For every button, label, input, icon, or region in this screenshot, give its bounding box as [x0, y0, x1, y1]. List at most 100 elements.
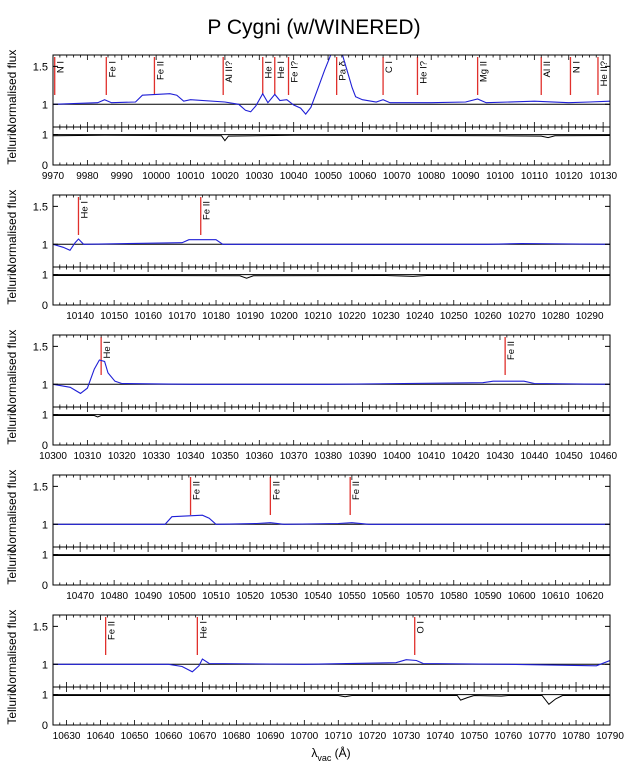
x-tick-label: 9980: [76, 171, 99, 182]
x-tick-label: 10260: [474, 311, 502, 322]
line-label: Fe II: [192, 481, 203, 500]
flux-frame: [52, 474, 611, 548]
x-tick-label: 10750: [460, 731, 488, 742]
x-tick-label: 10440: [520, 451, 548, 462]
x-tick-label: 10300: [39, 451, 67, 462]
x-tick-label: 10060: [349, 171, 377, 182]
flux-y-tick-label: 1.5: [33, 621, 48, 633]
x-tick-label: 10580: [440, 591, 468, 602]
x-tick-label: 10550: [338, 591, 366, 602]
line-label: N I: [56, 61, 67, 73]
x-axis-label-unit: (Å): [331, 745, 350, 760]
telluric-series-line: [53, 134, 610, 142]
line-label: Fe II: [155, 61, 166, 80]
telluric-y-tick-label: 0: [42, 720, 48, 732]
x-tick-label: 10500: [168, 591, 196, 602]
line-label: Pa δ: [338, 61, 349, 81]
x-tick-label: 10070: [383, 171, 411, 182]
flux-y-tick-label: 1.5: [33, 481, 48, 493]
line-label: Al II?: [224, 61, 235, 83]
x-tick-label: 9990: [111, 171, 134, 182]
x-tick-label: 10340: [177, 451, 205, 462]
telluric-axis-label: Telluric: [5, 687, 19, 724]
line-label: Fe II: [351, 481, 362, 500]
x-axis-label-symbol: λ: [311, 746, 317, 760]
x-tick-label: 10320: [108, 451, 136, 462]
x-tick-label: 10770: [528, 731, 556, 742]
flux-frame: [52, 334, 611, 408]
telluric-y-tick-label: 0: [42, 300, 48, 312]
x-tick-label: 10670: [189, 731, 217, 742]
telluric-y-tick-label: 1: [42, 410, 48, 422]
x-tick-label: 10730: [392, 731, 420, 742]
x-tick-label: 10680: [222, 731, 250, 742]
x-axis-label: λvac (Å): [311, 745, 350, 763]
line-label: Fe II: [271, 481, 282, 500]
flux-y-tick-label: 1: [42, 379, 48, 391]
x-tick-label: 10010: [177, 171, 205, 182]
telluric-frame: [52, 266, 611, 306]
x-tick-label: 10600: [508, 591, 536, 602]
line-label: He II?: [599, 61, 610, 86]
line-label: Fe II: [202, 201, 213, 220]
x-tick-label: 10200: [270, 311, 298, 322]
flux-frame: [52, 614, 611, 688]
telluric-series-line: [53, 415, 610, 418]
x-tick-label: 10130: [589, 171, 617, 182]
x-tick-label: 10180: [202, 311, 230, 322]
flux-y-tick-label: 1.5: [33, 341, 48, 353]
x-tick-label: 10420: [452, 451, 480, 462]
x-tick-label: 10570: [406, 591, 434, 602]
spectrum-panel-2: He I Fe II 1 1.5 0 1 10140 10150 10160 10170 10180…: [5, 190, 611, 322]
flux-series-line: [53, 238, 610, 251]
flux-series-line: [53, 658, 610, 673]
x-tick-label: 10100: [486, 171, 514, 182]
line-label: C I: [384, 61, 395, 73]
x-tick-label: 10780: [562, 731, 590, 742]
x-tick-label: 10450: [555, 451, 583, 462]
line-label: Fe I?: [290, 61, 301, 83]
x-tick-label: 10330: [142, 451, 170, 462]
line-label: Mg II: [479, 61, 490, 82]
telluric-y-tick-label: 1: [42, 690, 48, 702]
telluric-y-tick-label: 0: [42, 580, 48, 592]
x-tick-label: 10090: [452, 171, 480, 182]
telluric-frame: [52, 546, 611, 586]
x-tick-label: 10560: [372, 591, 400, 602]
x-tick-label: 10290: [576, 311, 604, 322]
x-tick-label: 10220: [338, 311, 366, 322]
x-tick-label: 10370: [280, 451, 308, 462]
x-tick-label: 10690: [256, 731, 284, 742]
spectrum-panel-5: Fe II He I O I 1 1.5 0 1 10630 10640 10650 10660 10…: [5, 610, 624, 742]
x-tick-label: 9970: [42, 171, 65, 182]
x-tick-label: 10720: [358, 731, 386, 742]
flux-y-tick-label: 1: [42, 239, 48, 251]
x-tick-label: 10020: [211, 171, 239, 182]
telluric-frame: [52, 686, 611, 726]
line-label: Fe II: [506, 341, 517, 360]
x-tick-label: 10030: [245, 171, 273, 182]
x-tick-label: 10150: [100, 311, 128, 322]
x-tick-label: 10360: [245, 451, 273, 462]
flux-y-tick-label: 1: [42, 519, 48, 531]
x-tick-label: 10530: [270, 591, 298, 602]
flux-series-line: [53, 55, 610, 115]
line-label: He I: [276, 61, 287, 78]
x-tick-label: 10110: [521, 171, 549, 182]
line-label: Fe II: [107, 621, 118, 640]
line-label: He I?: [418, 61, 429, 84]
line-label: N I: [571, 61, 582, 73]
spectrum-panel-3: He I Fe II 1 1.5 0 1 10300 10310 10320 10330 10340…: [5, 330, 617, 462]
x-tick-label: 10240: [406, 311, 434, 322]
x-axis-label-subscript: vac: [317, 753, 332, 763]
chart-title: P Cygni (w/WINERED): [207, 16, 421, 39]
x-tick-label: 10280: [542, 311, 570, 322]
x-tick-label: 10520: [236, 591, 264, 602]
x-tick-label: 10630: [53, 731, 81, 742]
x-tick-label: 10710: [324, 731, 352, 742]
flux-axis-label: Normalised flux: [5, 330, 19, 413]
x-tick-label: 10510: [202, 591, 230, 602]
line-label: Fe I: [107, 61, 118, 77]
telluric-axis-label: Telluric: [5, 267, 19, 304]
flux-axis-label: Normalised flux: [5, 610, 19, 693]
